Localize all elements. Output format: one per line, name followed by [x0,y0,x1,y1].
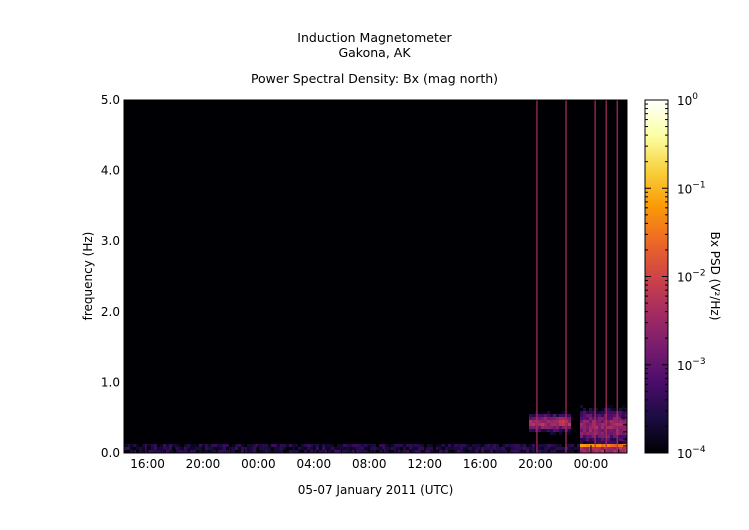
x-tick-label: 16:00 [130,457,165,471]
x-axis: 16:00 20:00 00:00 04:00 08:00 12:00 16:00 20:00… [130,100,620,471]
colorbar-label: Bx PSD (V²/Hz) [708,231,722,321]
y-tick-label: 5.0 [101,93,120,107]
plot-title: Power Spectral Density: Bx (mag north) [250,71,499,86]
y-tick-label: 2.0 [101,305,120,319]
colorbar-tick-label: 10−4 [677,445,706,461]
y-tick-label: 1.0 [101,375,120,389]
y-tick-label: 3.0 [101,234,120,248]
x-tick-label: 04:00 [297,457,332,471]
colorbar-tick-label: 10−1 [677,180,706,196]
x-tick-label: 20:00 [186,457,221,471]
x-axis-label: 05-07 January 2011 (UTC) [297,483,454,497]
colorbar-tick-label: 10−3 [677,357,706,373]
plot-background [124,100,627,453]
colorbar-tick-label: 100 [677,92,698,108]
x-tick-label: 16:00 [463,457,498,471]
chart-subtitle: Gakona, AK [338,45,411,60]
y-axis: 0.0 1.0 2.0 3.0 4.0 5.0 [101,93,627,460]
y-axis-label: frequency (Hz) [81,231,95,321]
x-tick-label: 08:00 [352,457,387,471]
x-tick-label: 12:00 [407,457,442,471]
y-tick-label: 0.0 [101,446,120,460]
x-tick-label: 00:00 [241,457,276,471]
y-tick-label: 4.0 [101,164,120,178]
plot-area [123,99,628,454]
chart-title: Induction Magnetometer [297,30,452,45]
colorbar-tick-label: 10−2 [677,269,706,285]
colorbar: 100 10−1 10−2 10−3 10−4 [644,92,706,461]
x-tick-label: 00:00 [574,457,609,471]
x-tick-label: 20:00 [518,457,553,471]
